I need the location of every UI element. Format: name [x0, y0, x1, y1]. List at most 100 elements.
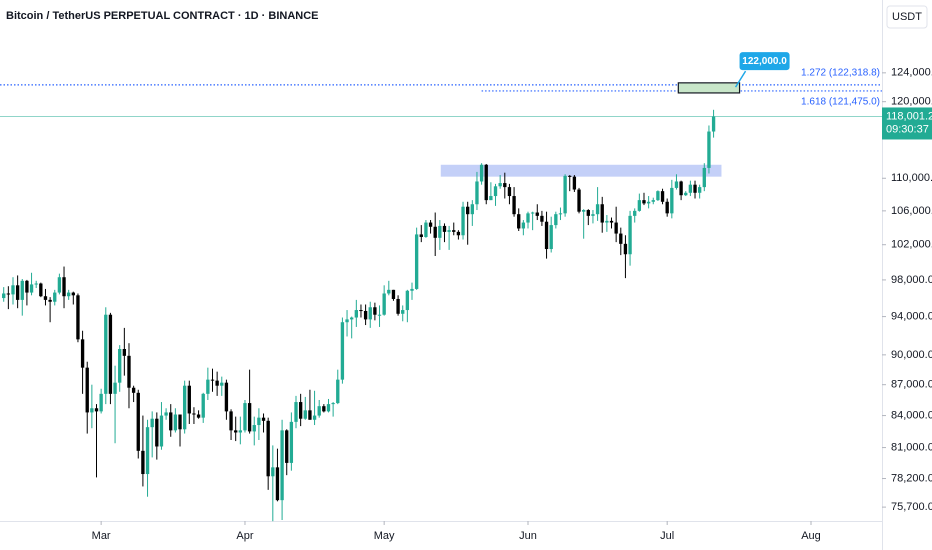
candle-body [71, 292, 75, 296]
x-tick-label: Aug [801, 530, 821, 542]
candle-body [363, 310, 368, 320]
y-tick-label: 110,000.0 [891, 172, 932, 184]
candle-body [391, 289, 396, 299]
candle-body [554, 214, 558, 226]
candle-body [308, 410, 312, 420]
candle-body [266, 420, 270, 477]
candle-body [141, 450, 145, 475]
candle-body [48, 299, 52, 302]
candle-body [336, 379, 340, 404]
candle-body [461, 206, 465, 236]
candle-body [20, 280, 24, 300]
candle-body [498, 183, 502, 187]
candle-body [312, 415, 317, 420]
chart-title: Bitcoin / TetherUS PERPETUAL CONTRACT · … [6, 10, 319, 22]
candle-body [424, 222, 428, 237]
candle-body [693, 184, 697, 193]
currency-label[interactable]: USDT [892, 11, 922, 23]
fib-label: 1.618 (121,475.0) [801, 97, 880, 108]
candle-body [345, 319, 349, 323]
candle-body [206, 379, 210, 394]
candle-body [234, 430, 238, 433]
x-tick-label: Apr [236, 530, 253, 542]
currency-box[interactable] [886, 5, 928, 29]
candle-body [224, 382, 229, 412]
candle-body [702, 167, 706, 188]
candle-body [196, 414, 201, 418]
y-tick-label: 87,000.0 [891, 379, 932, 391]
candle-body [605, 220, 609, 223]
x-tick-label: Mar [92, 530, 111, 542]
candle-body [414, 234, 419, 289]
candle-body [303, 410, 307, 419]
candle-body [271, 467, 275, 477]
candle-body [25, 280, 29, 293]
candle-body [633, 210, 637, 216]
candle-body [11, 285, 15, 295]
candle-body [563, 175, 567, 214]
candle-body [401, 310, 405, 314]
candle-body [39, 283, 43, 297]
candle-body [507, 187, 512, 197]
candle-body [99, 393, 103, 412]
candle-body [145, 427, 150, 475]
candle-body [317, 406, 321, 416]
candle-body [484, 164, 488, 201]
candle-body [113, 382, 117, 394]
candle-body [76, 295, 80, 340]
candle-body [619, 233, 623, 244]
candle-body [581, 210, 586, 212]
candle-body [136, 392, 140, 451]
candle-body [275, 467, 280, 501]
candle-body [118, 349, 122, 383]
candle-body [80, 339, 85, 368]
candle-body [707, 131, 711, 168]
candle-body [252, 425, 256, 432]
y-tick-label: 84,000.0 [891, 409, 932, 421]
candle-body [475, 181, 479, 205]
candle-body [104, 314, 108, 394]
candle-body [6, 293, 11, 295]
candle-body [331, 403, 335, 405]
candle-body [493, 186, 498, 197]
candle-body [57, 277, 62, 293]
candle-body [419, 234, 423, 237]
fib-label: 1.272 (122,318.8) [801, 67, 880, 78]
candle-body [684, 192, 688, 196]
y-tick-label: 124,000.0 [891, 67, 932, 79]
candle-body [452, 230, 456, 232]
candle-body [535, 212, 539, 216]
candle-body [410, 288, 414, 291]
y-tick-label: 106,000.0 [891, 205, 932, 217]
callout-label: 122,000.0 [742, 56, 787, 67]
x-tick-label: Jul [660, 530, 674, 542]
candle-body [512, 196, 516, 215]
candle-body [674, 181, 679, 188]
candle-body [187, 385, 191, 414]
candle-body [164, 412, 168, 416]
candle-body [108, 314, 113, 394]
candle-body [600, 204, 604, 223]
resistance-zone [440, 164, 722, 177]
candle-body [549, 225, 553, 250]
candle-body [377, 314, 382, 316]
candle-body [521, 222, 526, 229]
candle-body [438, 225, 442, 238]
candle-body [354, 310, 358, 318]
callout-box [739, 52, 790, 71]
candle-body [257, 417, 261, 426]
candle-body [285, 430, 289, 463]
callout-pointer [734, 70, 747, 88]
candle-body [229, 411, 233, 431]
candle-body [646, 201, 651, 204]
candle-body [247, 403, 252, 432]
candle-body [405, 290, 410, 311]
candle-body [628, 215, 632, 255]
candle-body [43, 296, 48, 300]
candle-body [577, 189, 581, 212]
candle-body [530, 212, 535, 214]
y-tick-label: 78,200.0 [891, 472, 932, 484]
y-tick-label: 81,000.0 [891, 441, 932, 453]
